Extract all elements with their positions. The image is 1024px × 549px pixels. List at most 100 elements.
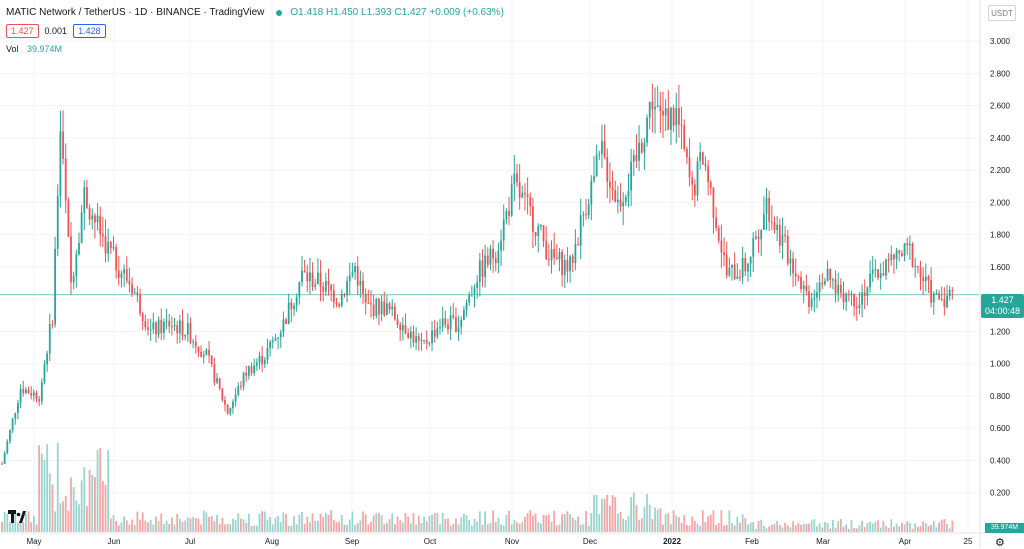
candle-body bbox=[104, 236, 107, 254]
candle-body bbox=[94, 215, 96, 223]
volume-bar bbox=[465, 515, 468, 532]
tradingview-logo-icon[interactable] bbox=[8, 510, 26, 524]
volume-bar bbox=[717, 522, 720, 532]
volume-bar bbox=[298, 514, 301, 532]
volume-bar bbox=[662, 524, 664, 532]
volume-bar bbox=[112, 515, 115, 532]
candle-body bbox=[399, 324, 402, 331]
volume-bar bbox=[635, 505, 638, 532]
candle-body bbox=[616, 199, 619, 203]
candle-body bbox=[425, 339, 428, 344]
candle-body bbox=[640, 142, 643, 153]
time-tick-label: Dec bbox=[583, 537, 597, 546]
candle-body bbox=[569, 256, 571, 272]
candle-body bbox=[240, 386, 242, 388]
volume-bar bbox=[327, 515, 330, 532]
time-tick-label: Feb bbox=[745, 537, 759, 546]
candle-body bbox=[88, 207, 91, 220]
candle-body bbox=[285, 319, 287, 325]
price-axis[interactable]: 3.000 2.800 2.600 2.400 2.200 2.000 1.800 1.600… bbox=[979, 0, 1011, 548]
volume-bar bbox=[32, 515, 35, 532]
candle-body bbox=[409, 331, 412, 338]
candle-body bbox=[351, 272, 354, 276]
candle-body bbox=[444, 318, 447, 325]
volume-bar bbox=[245, 522, 248, 532]
volume-bar bbox=[253, 525, 256, 532]
candle-body bbox=[547, 259, 550, 261]
volume-bar bbox=[701, 510, 704, 532]
price-tick-label: 2.800 bbox=[990, 69, 1011, 78]
volume-bar bbox=[667, 513, 670, 532]
volume-bar bbox=[786, 525, 789, 532]
candle-body bbox=[253, 365, 256, 374]
time-axis[interactable]: May Jun Jul Aug Sep Oct Nov Dec 2022 Feb Mar Apr 25 bbox=[0, 532, 1024, 546]
candle-body bbox=[245, 372, 248, 376]
volume-bar bbox=[213, 521, 216, 532]
volume-bar bbox=[330, 510, 333, 532]
volume-bar bbox=[553, 510, 556, 532]
volume-legend-label[interactable]: Vol bbox=[6, 44, 19, 54]
candle-body bbox=[709, 182, 712, 188]
volume-bar bbox=[720, 510, 723, 532]
candle-body bbox=[407, 333, 410, 338]
volume-bar bbox=[561, 513, 564, 532]
candle-body bbox=[611, 187, 614, 191]
candle-body bbox=[524, 192, 526, 195]
candle-body bbox=[492, 248, 495, 259]
candle-body bbox=[603, 141, 606, 157]
candle-body bbox=[651, 101, 654, 110]
volume-bar bbox=[332, 519, 335, 532]
volume-bar bbox=[62, 501, 64, 532]
sell-button[interactable]: 1.427 bbox=[6, 24, 39, 38]
candle-body bbox=[861, 292, 863, 305]
volume-bar bbox=[356, 522, 359, 532]
volume-bar bbox=[678, 517, 680, 532]
volume-bar bbox=[940, 519, 943, 532]
candle-body bbox=[731, 264, 733, 268]
candle-body bbox=[670, 107, 672, 130]
volume-bar bbox=[916, 526, 919, 532]
time-tick-label: 2022 bbox=[663, 537, 681, 546]
candle-body bbox=[415, 336, 418, 343]
candle-body bbox=[590, 180, 593, 205]
candle-body bbox=[632, 155, 635, 162]
volume-bar bbox=[494, 522, 497, 532]
symbol-title[interactable]: MATIC Network / TetherUS · 1D · BINANCE … bbox=[6, 7, 265, 18]
candle-body bbox=[205, 349, 208, 356]
live-status-dot-icon bbox=[276, 10, 283, 16]
candle-body bbox=[165, 320, 168, 322]
volume-bar bbox=[747, 524, 749, 532]
volume-bar bbox=[157, 520, 160, 532]
candle-body bbox=[701, 152, 704, 165]
buy-button[interactable]: 1.428 bbox=[73, 24, 106, 38]
candle-body bbox=[707, 166, 710, 183]
volume-bar bbox=[935, 527, 938, 532]
volume-bar bbox=[715, 525, 717, 532]
volume-bar bbox=[115, 520, 118, 532]
settings-gear-icon[interactable]: ⚙ bbox=[995, 537, 1005, 549]
time-tick-label: 25 bbox=[964, 537, 973, 546]
volume-bar bbox=[537, 522, 540, 532]
candle-body bbox=[656, 105, 659, 107]
volume-bar bbox=[505, 514, 508, 532]
candle-body bbox=[919, 267, 922, 278]
candle-body bbox=[455, 317, 457, 333]
candle-body bbox=[741, 258, 744, 278]
candle-body bbox=[346, 281, 348, 296]
candle-body bbox=[428, 343, 431, 345]
candle-body bbox=[805, 285, 808, 292]
currency-button[interactable]: USDT bbox=[988, 5, 1016, 21]
price-tick-label: 0.600 bbox=[990, 424, 1011, 433]
volume-bar bbox=[569, 514, 571, 532]
candle-body bbox=[877, 269, 879, 278]
volume-bar bbox=[364, 514, 367, 532]
candle-body bbox=[935, 292, 938, 294]
price-tick-label: 1.800 bbox=[990, 231, 1011, 240]
candle-body bbox=[776, 224, 779, 231]
candle-body bbox=[335, 302, 338, 305]
volume-bar bbox=[725, 524, 728, 532]
volume-bar bbox=[723, 525, 725, 532]
volume-bar bbox=[343, 524, 346, 532]
candle-body bbox=[242, 372, 245, 387]
